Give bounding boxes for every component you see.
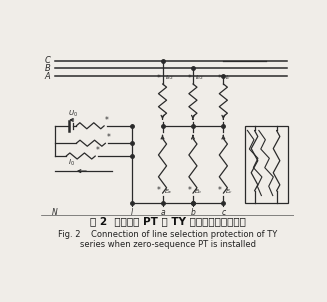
Text: *: * <box>106 133 110 142</box>
Text: $E_b$: $E_b$ <box>195 187 203 195</box>
Text: B: B <box>44 64 50 73</box>
Text: *: * <box>157 74 161 83</box>
Text: $U_0$: $U_0$ <box>68 109 77 119</box>
Text: Fig. 2    Connection of line selection protection of TY: Fig. 2 Connection of line selection prot… <box>58 230 277 239</box>
Text: N: N <box>52 208 58 217</box>
Text: *: * <box>157 186 161 195</box>
Text: C: C <box>44 56 50 65</box>
Text: b: b <box>191 208 195 217</box>
Text: *: * <box>218 186 222 195</box>
Text: $I_{a2}$: $I_{a2}$ <box>164 73 173 82</box>
Text: 图 2  加装零序 PT 时 TY 系列选线保护的接线: 图 2 加装零序 PT 时 TY 系列选线保护的接线 <box>90 217 246 226</box>
Bar <box>245 126 288 203</box>
Text: *: * <box>105 116 109 125</box>
Text: $I_0$: $I_0$ <box>68 158 75 168</box>
Text: $I_{b2}$: $I_{b2}$ <box>195 73 204 82</box>
Text: $I_c$: $I_c$ <box>225 73 232 82</box>
Text: c: c <box>221 208 225 217</box>
Text: *: * <box>218 74 222 83</box>
Text: $E_c$: $E_c$ <box>225 187 233 195</box>
Text: *: * <box>96 146 100 155</box>
Text: $E_a$: $E_a$ <box>164 187 172 195</box>
Text: series when zero-sequence PT is installed: series when zero-sequence PT is installe… <box>79 240 256 249</box>
Text: *: * <box>187 74 191 83</box>
Text: l: l <box>131 208 133 217</box>
Text: A: A <box>44 72 50 81</box>
Text: a: a <box>160 208 165 217</box>
Text: *: * <box>187 186 191 195</box>
